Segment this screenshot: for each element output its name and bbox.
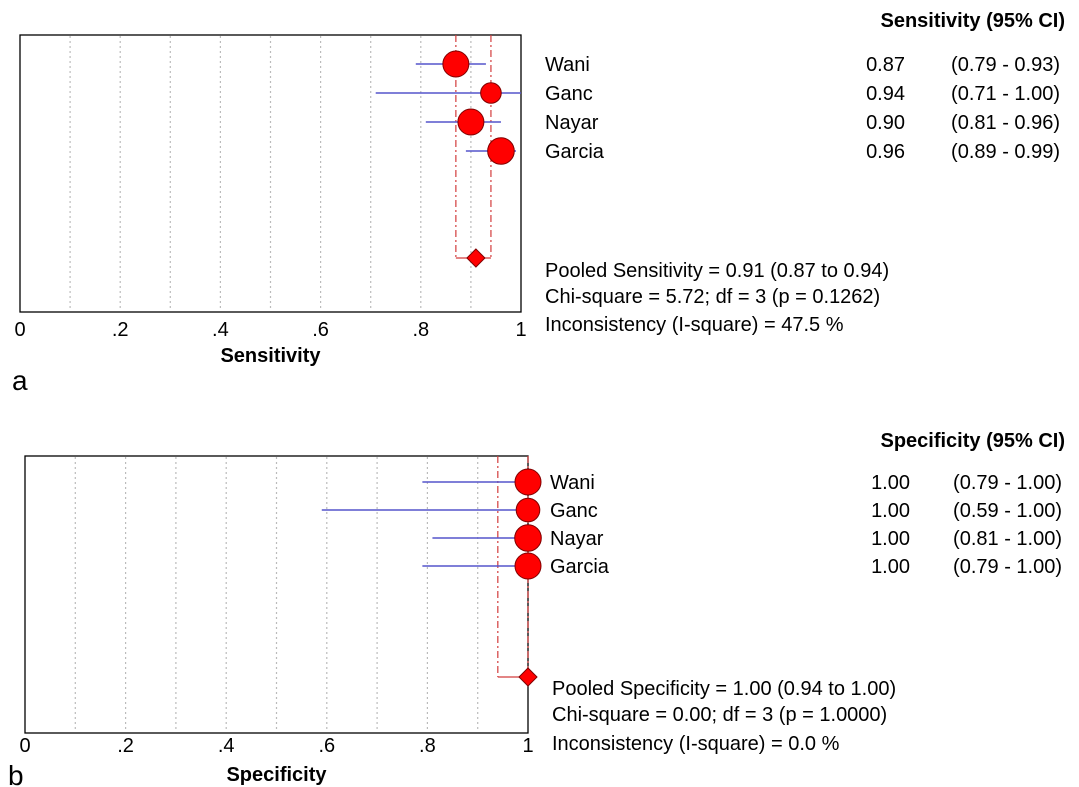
study-point	[457, 108, 485, 136]
x-tick-label: .6	[318, 735, 335, 757]
pooled-statistic: Inconsistency (I-square) = 47.5 %	[545, 314, 844, 336]
study-value: 0.87	[866, 54, 905, 76]
x-tick-label: 0	[14, 319, 25, 341]
pooled-diamond	[466, 248, 486, 268]
x-axis-label: Specificity	[226, 764, 327, 786]
sensitivity-forest-plot: Wani 0.87 (0.79 - 0.93) Ganc 0.94 (0.71 - 1.0…	[12, 10, 1065, 396]
x-tick-label: .8	[419, 735, 436, 757]
x-tick-label: 0	[19, 735, 30, 757]
x-tick-label: .2	[112, 319, 129, 341]
study-point	[514, 524, 542, 552]
pooled-statistic: Pooled Specificity = 1.00 (0.94 to 1.00)	[552, 678, 896, 700]
x-tick-label: .4	[212, 319, 229, 341]
study-value: 0.90	[866, 112, 905, 134]
study-point	[514, 468, 542, 496]
study-ci-text: (0.59 - 1.00)	[953, 500, 1062, 522]
study-point	[515, 497, 541, 523]
study-ci-text: (0.79 - 1.00)	[953, 472, 1062, 494]
pooled-statistic: Chi-square = 0.00; df = 3 (p = 1.0000)	[552, 704, 887, 726]
study-value: 0.96	[866, 141, 905, 163]
study-ci-text: (0.81 - 0.96)	[951, 112, 1060, 134]
column-title: Sensitivity (95% CI)	[880, 10, 1065, 32]
x-tick-label: 1	[522, 735, 533, 757]
study-value: 1.00	[871, 556, 910, 578]
study-ci-text: (0.79 - 0.93)	[951, 54, 1060, 76]
study-name: Nayar	[550, 528, 604, 550]
x-tick-label: .8	[412, 319, 429, 341]
x-tick-label: 1	[515, 319, 526, 341]
study-ci-text: (0.81 - 1.00)	[953, 528, 1062, 550]
plot-frame	[19, 34, 522, 313]
study-name: Ganc	[550, 500, 598, 522]
panel-label: a	[12, 365, 28, 396]
panel-label: b	[8, 760, 24, 787]
study-ci-text: (0.71 - 1.00)	[951, 83, 1060, 105]
study-name: Wani	[550, 472, 595, 494]
x-axis-label: Sensitivity	[220, 345, 321, 367]
study-name: Ganc	[545, 83, 593, 105]
study-name: Garcia	[545, 141, 605, 163]
study-name: Nayar	[545, 112, 599, 134]
x-tick-label: .4	[218, 735, 235, 757]
study-value: 1.00	[871, 472, 910, 494]
study-point	[487, 137, 515, 165]
study-value: 1.00	[871, 528, 910, 550]
pooled-diamond	[518, 667, 538, 687]
column-title: Specificity (95% CI)	[880, 430, 1065, 452]
pooled-statistic: Chi-square = 5.72; df = 3 (p = 0.1262)	[545, 286, 880, 308]
x-tick-label: .2	[117, 735, 134, 757]
study-value: 1.00	[871, 500, 910, 522]
study-point	[480, 82, 502, 104]
study-ci-text: (0.79 - 1.00)	[953, 556, 1062, 578]
pooled-statistic: Inconsistency (I-square) = 0.0 %	[552, 733, 840, 755]
study-name: Garcia	[550, 556, 610, 578]
study-ci-text: (0.89 - 0.99)	[951, 141, 1060, 163]
study-point	[514, 552, 542, 580]
x-tick-label: .6	[312, 319, 329, 341]
study-value: 0.94	[866, 83, 905, 105]
study-point	[442, 50, 470, 78]
specificity-forest-plot: Wani 1.00 (0.79 - 1.00) Ganc 1.00 (0.59 - 1.0…	[8, 430, 1065, 787]
pooled-statistic: Pooled Sensitivity = 0.91 (0.87 to 0.94)	[545, 260, 889, 282]
study-name: Wani	[545, 54, 590, 76]
